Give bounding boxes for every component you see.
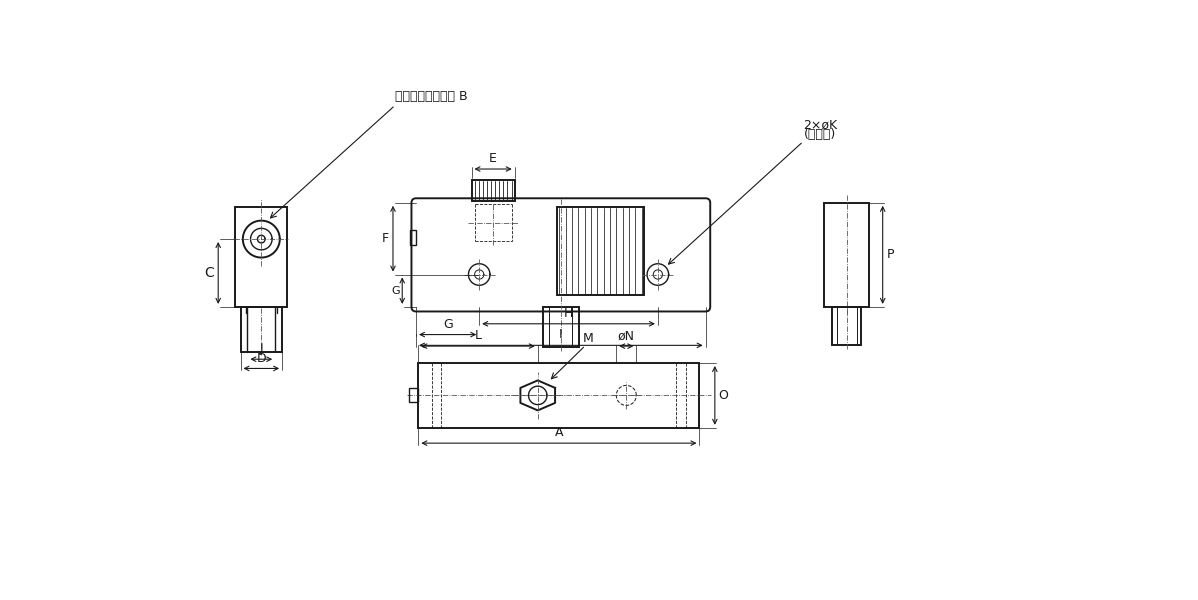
Bar — [418, 363, 700, 428]
Text: C: C — [205, 266, 214, 280]
Text: G: G — [443, 318, 453, 331]
Bar — [543, 307, 579, 347]
Text: G: G — [392, 286, 400, 296]
Text: P: P — [887, 248, 894, 262]
Text: øN: øN — [618, 329, 635, 342]
Text: H: H — [564, 307, 573, 320]
Bar — [241, 307, 282, 352]
Bar — [472, 180, 515, 202]
Text: F: F — [382, 232, 389, 245]
Bar — [410, 230, 416, 245]
Bar — [831, 307, 861, 346]
Text: A: A — [555, 426, 563, 439]
Text: E: E — [489, 152, 497, 165]
Bar — [410, 388, 418, 403]
Text: L: L — [474, 329, 482, 342]
Text: J: J — [260, 343, 264, 355]
Text: I: I — [559, 329, 563, 341]
Bar — [557, 207, 645, 295]
Bar — [235, 207, 288, 307]
Text: 適用チューブ外径 B: 適用チューブ外径 B — [395, 90, 468, 103]
Text: M: M — [582, 332, 593, 346]
Text: O: O — [719, 389, 728, 402]
Text: 2×øK: 2×øK — [804, 118, 837, 131]
Text: (取付穴): (取付穴) — [804, 128, 836, 141]
Bar — [824, 203, 869, 307]
Text: D: D — [256, 352, 266, 365]
